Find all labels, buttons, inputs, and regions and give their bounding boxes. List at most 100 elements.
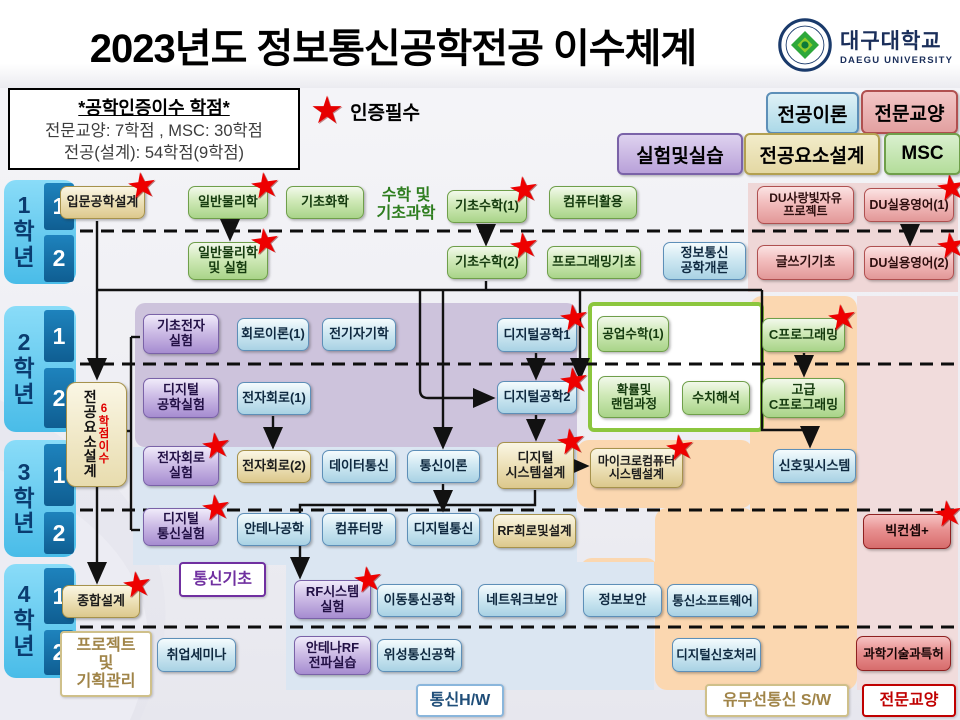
- course-electronic-circuits-lab: 전자회로 실험 ★: [143, 426, 232, 486]
- course-computer-networks: 컴퓨터망: [322, 513, 396, 546]
- course-label-digital-engineering-2: 디지털공학2: [503, 389, 571, 405]
- course-label-general-physics: 일반물리학: [198, 194, 258, 210]
- label-wired-wireless-sw: 유무선통신 S/W: [705, 684, 849, 717]
- course-label-basic-chemistry: 기초화학: [301, 194, 349, 210]
- course-label-mobile-comm-eng: 이동통신공학: [383, 592, 456, 608]
- course-label-career-seminar: 취업세미나: [166, 646, 227, 662]
- certification-star-icon: ★: [125, 166, 159, 205]
- course-programming-basics: 프로그래밍기초: [547, 246, 641, 279]
- course-c-programming: C프로그래밍 ★: [762, 298, 858, 352]
- course-signals-and-systems: 신호및시스템: [773, 449, 856, 483]
- year-label-1: 1 학 년: [13, 192, 35, 270]
- course-label-intro-info-comm-eng: 정보통신 공학개론: [680, 245, 729, 275]
- label-math-basic-science: 수학 및 기초과학: [376, 187, 436, 222]
- course-data-communication: 데이터통신: [322, 450, 396, 483]
- course-general-physics: 일반물리학 ★: [188, 166, 281, 219]
- course-basic-math-1: 기초수학(1) ★: [447, 170, 540, 223]
- credit-info-line1: 전문교양: 7학점 , MSC: 30학점: [45, 122, 263, 140]
- course-label-network-security: 네트워크보안: [486, 592, 558, 608]
- course-satellite-comm-eng: 위성통신공학: [377, 639, 462, 672]
- certification-star-icon: ★: [557, 298, 591, 337]
- certification-required-label: 인증필수: [350, 102, 420, 124]
- credit-info-line2: 전공(설계): 54학점(9학점): [63, 144, 245, 163]
- course-circuit-theory-1: 회로이론(1): [237, 318, 309, 351]
- course-label-electronic-circuits-lab: 전자회로 실험: [157, 450, 205, 480]
- course-label-antenna-rf-practice: 안테나RF 전파실습: [305, 639, 360, 670]
- university-seal-icon: [778, 18, 832, 72]
- course-label-microcomputer-system-design: 마이크로컴퓨터 시스템설계: [597, 453, 676, 481]
- legend-msc: MSC: [884, 133, 960, 175]
- label-project-planning: 프로젝트 및 기획관리: [60, 631, 152, 697]
- course-numerical-analysis: 수치해석: [682, 381, 750, 415]
- credit-info-heading: *공학인증이수 학점*: [78, 98, 230, 118]
- course-label-programming-basics: 프로그래밍기초: [552, 254, 636, 270]
- legend-major-theory: 전공이론: [766, 92, 859, 134]
- course-label-comm-software: 통신소프트웨어: [672, 593, 753, 608]
- course-computer-application: 컴퓨터활용: [549, 186, 637, 219]
- year-label-4: 4 학 년: [13, 581, 35, 659]
- course-basic-chemistry: 기초화학: [286, 186, 364, 219]
- course-label-general-physics-lab: 일반물리학 및 실험: [198, 245, 258, 275]
- certification-star-icon: ★: [934, 168, 960, 207]
- course-label-digital-engineering-1: 디지털공학1: [503, 326, 571, 342]
- course-intro-info-comm-eng: 정보통신 공학개론: [663, 242, 746, 280]
- course-label-communication-theory: 통신이론: [419, 458, 468, 474]
- certification-star-icon: ★: [931, 494, 960, 533]
- course-antenna-engineering: 안테나공학: [237, 513, 311, 546]
- logo-english-name: DAEGU UNIVERSITY: [840, 54, 954, 66]
- certification-star-icon: ★: [507, 226, 541, 265]
- course-basic-writing: 글쓰기기초: [757, 245, 854, 280]
- course-label-digital-system-design: 디지털 시스템설계: [505, 449, 566, 480]
- legend-design-element: 전공요소설계: [744, 133, 880, 175]
- course-label-digital-engineering-lab: 디지털 공학실험: [157, 382, 205, 412]
- certification-star-icon: ★: [248, 222, 282, 261]
- course-basic-math-2: 기초수학(2) ★: [447, 226, 540, 279]
- label-liberal-arts-bottom: 전문교양: [862, 684, 956, 717]
- course-label-satellite-comm-eng: 위성통신공학: [383, 647, 456, 663]
- certification-star-icon: ★: [934, 226, 960, 265]
- course-label-science-tech-patent: 과학기술과특허: [863, 646, 944, 661]
- legend-lab-practice: 실험및실습: [617, 133, 743, 175]
- course-intro-engineering-design: 입문공학설계 ★: [60, 166, 158, 219]
- course-label-basic-math-2: 기초수학(2): [455, 254, 519, 270]
- course-capstone-design: 종합설계 ★: [62, 565, 153, 618]
- label-comm-hw: 통신H/W: [416, 684, 504, 717]
- university-logo: 대구대학교 DAEGU UNIVERSITY: [778, 14, 956, 76]
- course-digital-signal-processing: 디지털신호처리: [672, 638, 761, 672]
- course-digital-engineering-lab: 디지털 공학실험: [143, 378, 219, 418]
- region-liberal-column: [857, 296, 958, 690]
- course-comm-software: 통신소프트웨어: [667, 584, 758, 617]
- course-label-du-practical-english-1: DU실용영어(1): [869, 198, 949, 212]
- course-electronic-circuits-2: 전자회로(2): [237, 450, 311, 483]
- page-title: 2023년도 정보통신공학전공 이수체계: [89, 27, 697, 71]
- course-digital-communication: 디지털통신: [407, 513, 480, 546]
- course-digital-system-design: 디지털 시스템설계 ★: [497, 422, 587, 489]
- certification-star-icon: ★: [199, 426, 233, 465]
- course-label-digital-communication: 디지털통신: [413, 521, 474, 537]
- certification-required-legend: ★ 인증필수: [310, 92, 420, 130]
- course-label-data-communication: 데이터통신: [329, 458, 389, 474]
- year-label-3: 3 학 년: [13, 458, 35, 537]
- course-communication-theory: 통신이론: [407, 450, 480, 483]
- course-science-tech-patent: 과학기술과특허: [856, 636, 951, 671]
- credit-info-box: *공학인증이수 학점* 전문교양: 7학점 , MSC: 30학점 전공(설계)…: [8, 88, 300, 170]
- certification-star-icon: ★: [199, 488, 233, 527]
- year-2-semester-1: 1: [44, 310, 74, 362]
- course-mobile-comm-eng: 이동통신공학: [377, 584, 462, 617]
- certification-star-icon: ★: [554, 422, 588, 461]
- course-label-advanced-c-programming: 고급 C프로그래밍: [768, 382, 839, 412]
- course-label-circuit-theory-1: 회로이론(1): [241, 326, 305, 342]
- certification-star-icon: ★: [120, 565, 154, 604]
- design-element-label: 전 공 요 소 설 계: [83, 389, 97, 480]
- course-label-electronic-circuits-2: 전자회로(2): [242, 458, 306, 474]
- course-label-computer-networks: 컴퓨터망: [335, 521, 383, 537]
- course-label-du-practical-english-2: DU실용영어(2): [869, 256, 949, 270]
- course-advanced-c-programming: 고급 C프로그래밍: [762, 378, 845, 418]
- course-basic-electronics-lab: 기초전자 실험: [143, 314, 219, 354]
- certification-star-icon: ★: [557, 361, 591, 400]
- course-electromagnetics: 전기자기학: [322, 318, 396, 351]
- certification-star-icon: ★: [248, 166, 282, 205]
- course-label-signals-and-systems: 신호및시스템: [778, 457, 851, 473]
- course-label-engineering-math-1: 공업수학(1): [602, 327, 664, 341]
